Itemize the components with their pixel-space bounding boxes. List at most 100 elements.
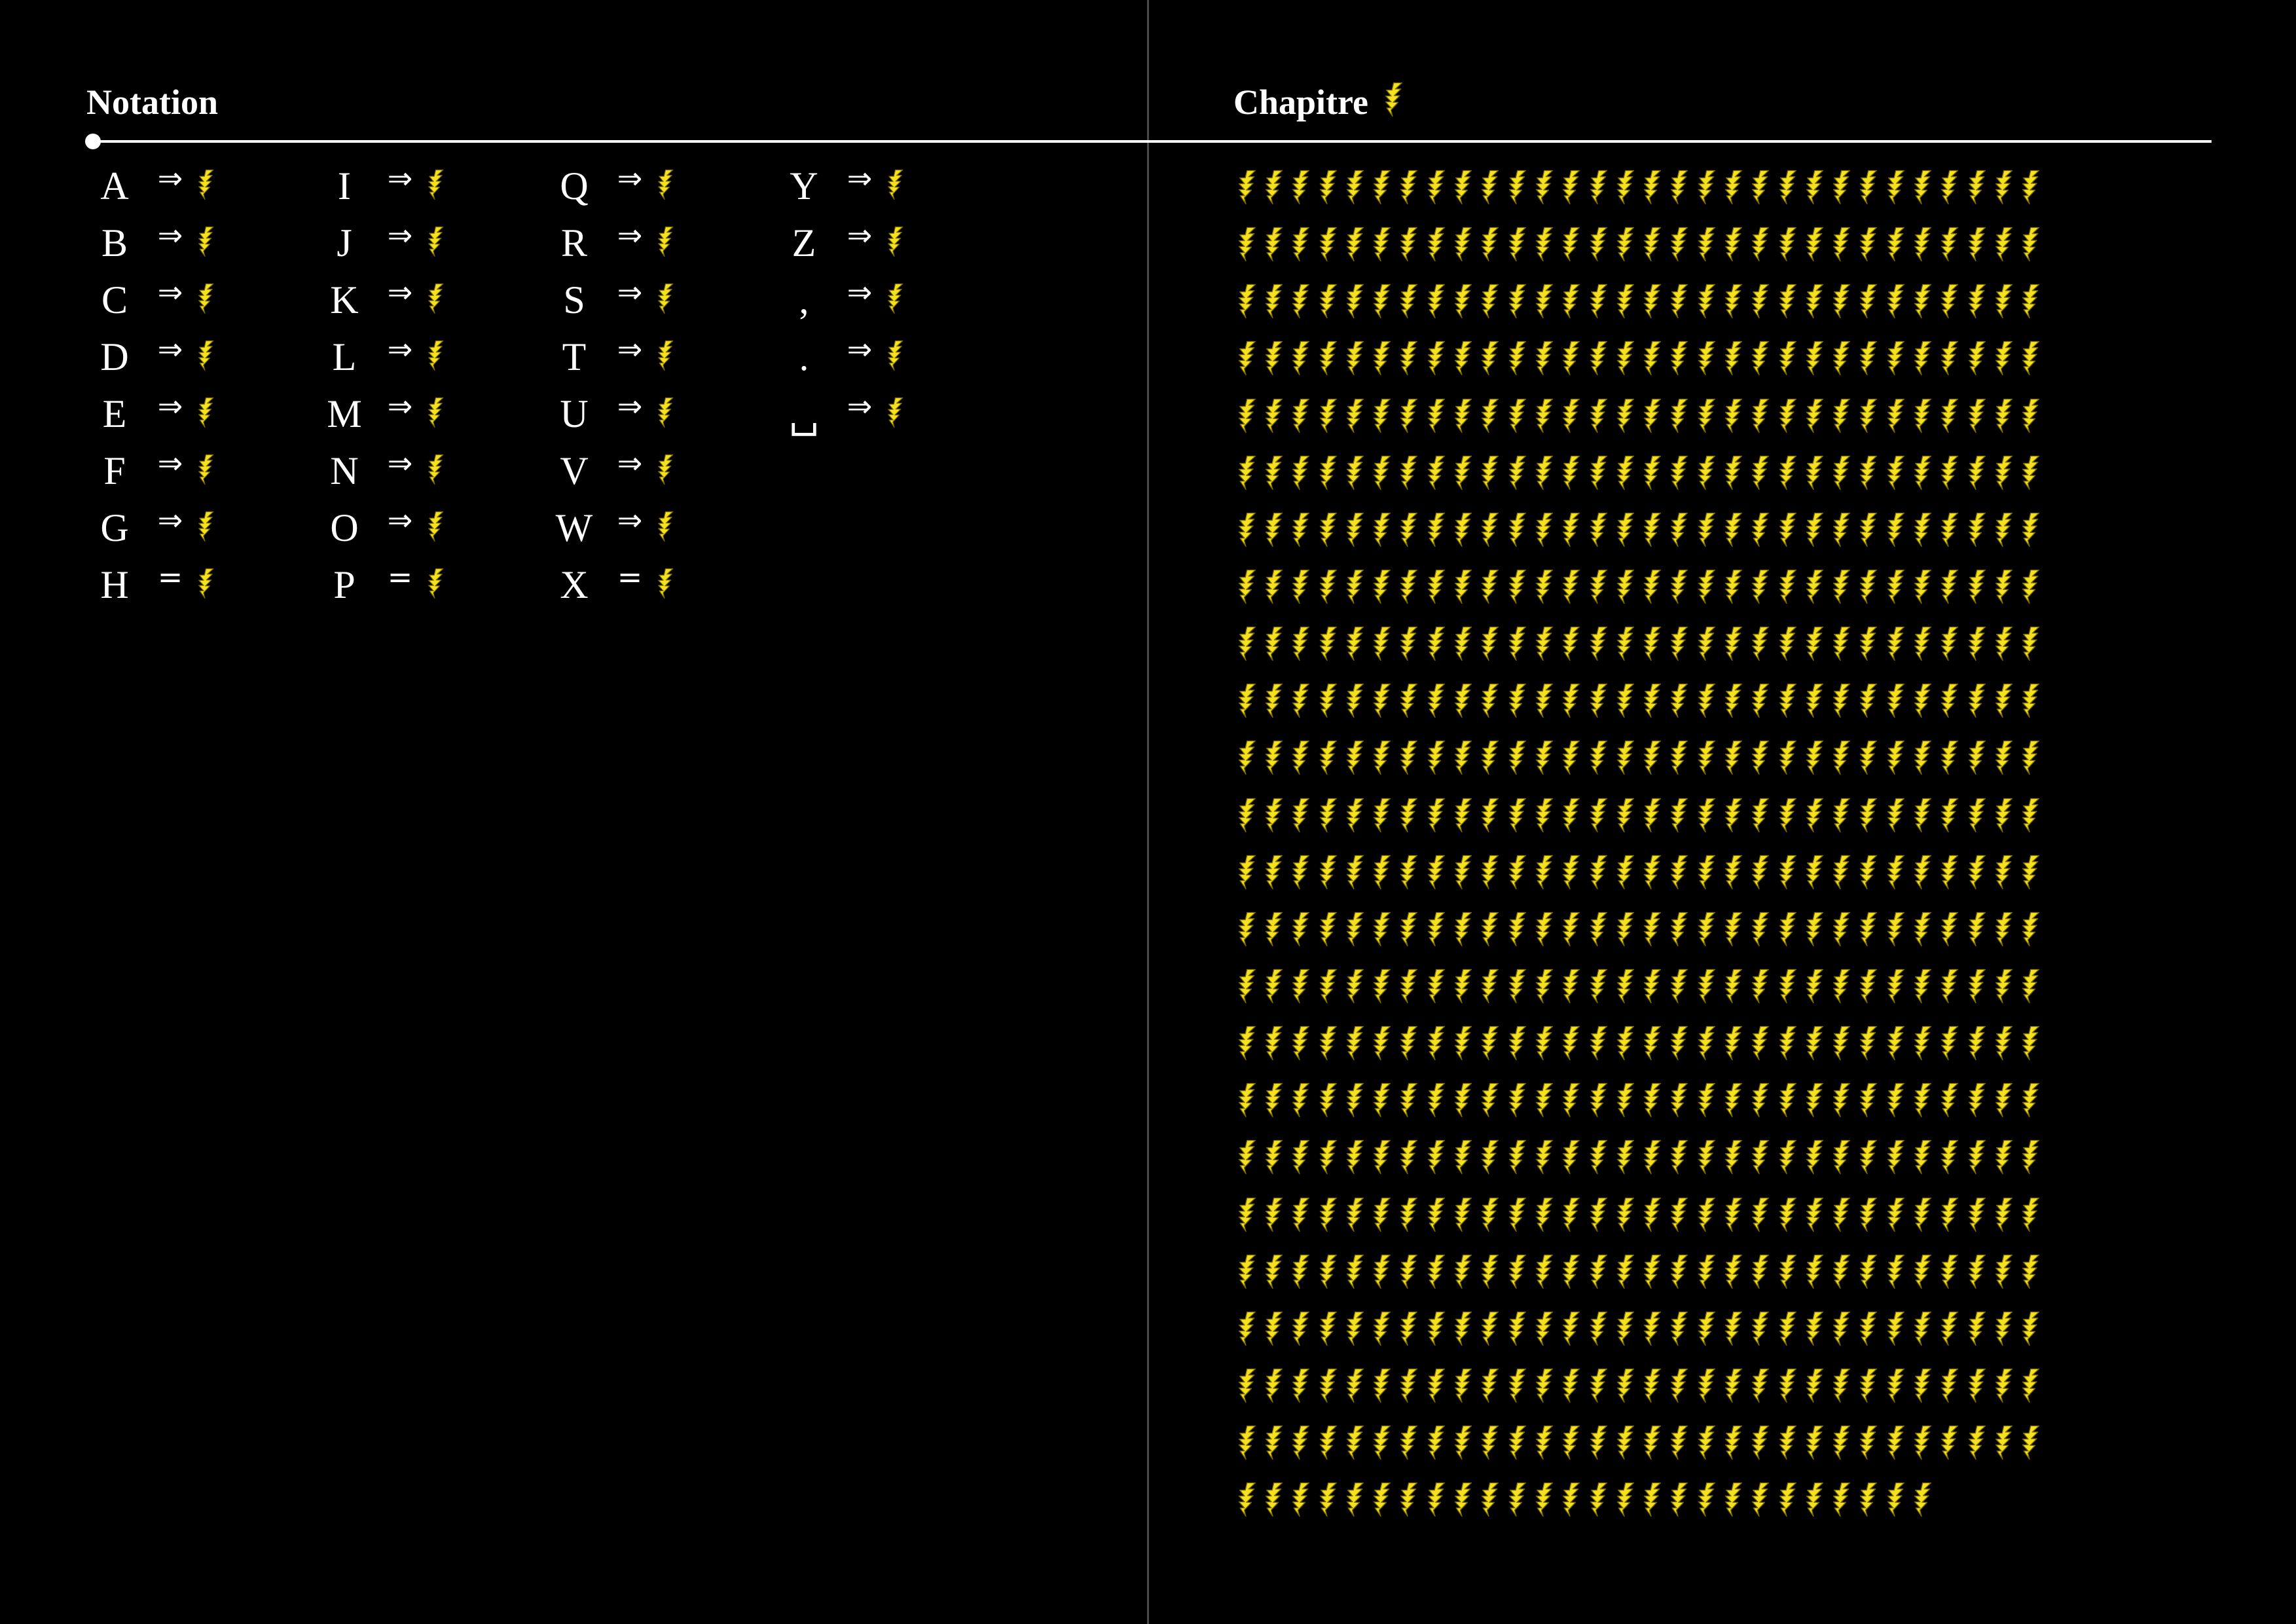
lightning-glyph-icon — [1800, 1310, 1827, 1350]
lightning-glyph-icon — [1340, 1196, 1367, 1236]
lightning-glyph-icon — [425, 339, 445, 373]
lightning-glyph-icon — [1529, 1025, 1556, 1064]
notation-row: D ⇒ — [85, 328, 229, 385]
notation-row: F ⇒ — [85, 442, 229, 499]
lightning-glyph-icon — [1800, 1367, 1827, 1407]
lightning-glyph-icon — [1827, 854, 1854, 893]
lightning-glyph-icon — [1421, 283, 1448, 322]
lightning-glyph-icon — [1476, 1196, 1503, 1236]
lightning-glyph-icon — [1286, 911, 1313, 950]
lightning-glyph-icon — [1962, 1367, 1989, 1407]
lightning-glyph-icon — [1286, 511, 1313, 551]
lightning-glyph-icon — [2016, 568, 2043, 608]
lightning-glyph-icon — [1827, 1310, 1854, 1350]
lightning-glyph-icon — [1557, 854, 1584, 893]
lightning-glyph-icon — [1719, 968, 1745, 1007]
lightning-glyph-icon — [1692, 568, 1719, 608]
lightning-glyph-icon — [1881, 511, 1908, 551]
lightning-glyph-icon — [1773, 1025, 1800, 1064]
lightning-glyph-icon — [1746, 797, 1773, 836]
lightning-glyph-icon — [1692, 169, 1719, 208]
lightning-glyph-icon — [1313, 1310, 1340, 1350]
cipher-row — [1232, 454, 2214, 511]
lightning-glyph-icon — [1557, 1481, 1584, 1521]
lightning-glyph-icon — [1719, 283, 1745, 322]
lightning-glyph-icon — [1800, 454, 1827, 494]
lightning-glyph-icon — [1476, 1424, 1503, 1464]
lightning-glyph-icon — [1394, 1253, 1421, 1293]
lightning-glyph-icon — [1557, 568, 1584, 608]
lightning-glyph-icon — [1854, 625, 1881, 665]
lightning-glyph-icon — [1340, 1139, 1367, 1178]
lightning-glyph-icon — [1908, 739, 1935, 779]
lightning-glyph-icon — [1773, 1367, 1800, 1407]
lightning-glyph-icon — [1476, 1139, 1503, 1178]
lightning-glyph-icon — [1800, 739, 1827, 779]
notation-operator: ⇒ — [617, 274, 643, 310]
notation-row: T ⇒ — [545, 328, 689, 385]
lightning-glyph-icon — [1854, 1082, 1881, 1121]
lightning-glyph-icon — [1367, 340, 1394, 379]
lightning-glyph-icon — [1232, 511, 1259, 551]
notation-character: L — [332, 335, 357, 378]
lightning-glyph-icon — [1340, 340, 1367, 379]
lightning-glyph-icon — [1800, 1139, 1827, 1178]
lightning-glyph-icon — [655, 452, 674, 487]
lightning-glyph-icon — [2016, 226, 2043, 265]
lightning-glyph-icon — [1557, 1367, 1584, 1407]
lightning-glyph-icon — [1665, 797, 1692, 836]
lightning-glyph-icon — [1935, 854, 1962, 893]
lightning-glyph-icon — [1448, 340, 1475, 379]
chapter-title: Chapitre — [1233, 83, 1369, 122]
lightning-glyph-icon — [1719, 1481, 1745, 1521]
lightning-glyph-icon — [1421, 511, 1448, 551]
lightning-glyph-icon — [1908, 797, 1935, 836]
lightning-glyph-icon — [1313, 454, 1340, 494]
lightning-glyph-icon — [1611, 739, 1637, 779]
lightning-glyph-icon — [1800, 968, 1827, 1007]
lightning-glyph-icon — [1962, 739, 1989, 779]
lightning-glyph-icon — [1367, 911, 1394, 950]
lightning-glyph-icon — [1259, 682, 1286, 722]
lightning-glyph-icon — [1962, 1082, 1989, 1121]
lightning-glyph-icon — [1476, 226, 1503, 265]
lightning-glyph-icon — [1476, 1367, 1503, 1407]
lightning-glyph-icon — [1773, 226, 1800, 265]
lightning-glyph-icon — [1746, 226, 1773, 265]
lightning-glyph-icon — [1962, 911, 1989, 950]
lightning-glyph-icon — [1529, 911, 1556, 950]
lightning-glyph-icon — [1313, 1139, 1340, 1178]
lightning-glyph-icon — [1800, 911, 1827, 950]
lightning-glyph-icon — [1827, 1481, 1854, 1521]
lightning-glyph-icon — [1367, 1082, 1394, 1121]
lightning-glyph-icon — [1665, 854, 1692, 893]
lightning-glyph-icon — [1773, 625, 1800, 665]
lightning-glyph-icon — [1584, 625, 1611, 665]
lightning-glyph-icon — [1557, 625, 1584, 665]
lightning-glyph-icon — [1529, 511, 1556, 551]
lightning-glyph-icon — [1557, 1424, 1584, 1464]
notation-character: M — [327, 392, 362, 435]
lightning-glyph-icon — [1313, 1424, 1340, 1464]
lightning-glyph-icon — [1503, 226, 1529, 265]
lightning-glyph-icon — [1854, 340, 1881, 379]
lightning-glyph-icon — [1557, 739, 1584, 779]
lightning-glyph-icon — [1827, 1196, 1854, 1236]
lightning-glyph-icon — [1665, 1367, 1692, 1407]
lightning-glyph-icon — [1340, 739, 1367, 779]
lightning-glyph-icon — [2016, 1082, 2043, 1121]
lightning-glyph-icon — [1448, 1253, 1475, 1293]
notation-character: I — [338, 164, 351, 208]
lightning-glyph-icon — [1611, 1481, 1637, 1521]
lightning-glyph-icon — [1394, 1196, 1421, 1236]
lightning-glyph-icon — [1313, 854, 1340, 893]
lightning-glyph-icon — [1394, 169, 1421, 208]
lightning-glyph-icon — [1935, 1424, 1962, 1464]
cipher-row — [1232, 911, 2214, 968]
lightning-glyph-icon — [1746, 397, 1773, 437]
lightning-glyph-icon — [1935, 1139, 1962, 1178]
lightning-glyph-icon — [1557, 1082, 1584, 1121]
lightning-glyph-icon — [1637, 682, 1664, 722]
lightning-glyph-icon — [1394, 1139, 1421, 1178]
lightning-glyph-icon — [1827, 1253, 1854, 1293]
